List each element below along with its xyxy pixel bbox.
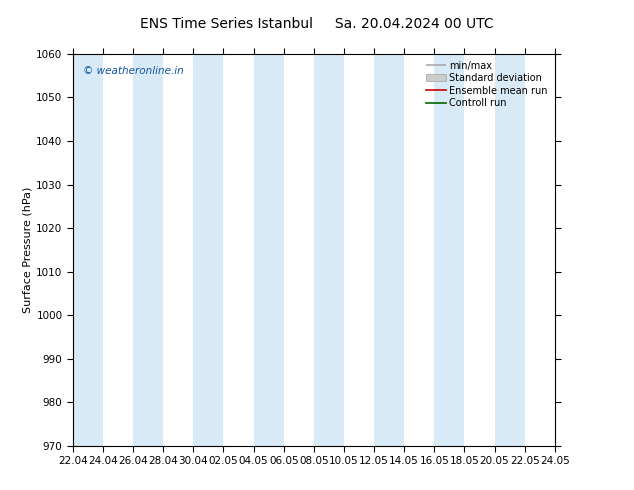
Bar [434, 54, 464, 446]
Text: © weatheronline.in: © weatheronline.in [82, 66, 183, 75]
Bar [374, 54, 404, 446]
Bar [314, 54, 344, 446]
Legend: min/max, Standard deviation, Ensemble mean run, Controll run: min/max, Standard deviation, Ensemble me… [424, 59, 550, 110]
Y-axis label: Surface Pressure (hPa): Surface Pressure (hPa) [22, 187, 32, 313]
Bar [193, 54, 224, 446]
Bar [495, 54, 525, 446]
Text: ENS Time Series Istanbul     Sa. 20.04.2024 00 UTC: ENS Time Series Istanbul Sa. 20.04.2024 … [140, 17, 494, 31]
Bar [73, 54, 103, 446]
Bar [133, 54, 164, 446]
Bar [254, 54, 283, 446]
